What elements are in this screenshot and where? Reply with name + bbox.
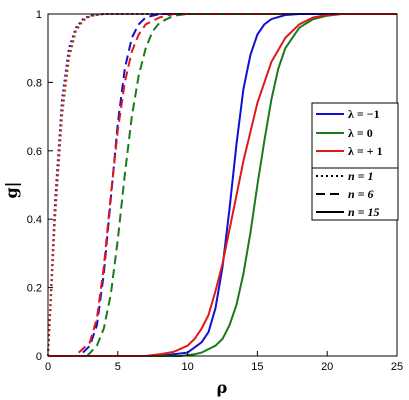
legend-box: [311, 102, 399, 221]
x-axis-title: ρ: [217, 378, 228, 397]
y-tick-label-5: 1: [36, 9, 42, 21]
legend-label-4: n = 6: [348, 187, 374, 201]
y-tick-label-4: 0.8: [27, 77, 42, 89]
legend-label-1: λ = 0: [348, 126, 373, 140]
y-tick-label-0: 0: [36, 351, 42, 363]
x-tick-label-1: 5: [115, 361, 121, 373]
series-line-7: [48, 13, 397, 357]
series-line-4: [86, 13, 397, 357]
series-line-5: [78, 13, 397, 354]
y-tick-label-2: 0.4: [27, 214, 42, 226]
y-tick-label-1: 0.2: [27, 283, 42, 295]
legend-label-0: λ = −1: [348, 107, 380, 121]
series-line-8: [48, 13, 397, 357]
legend: λ = −1 λ = 0 λ = + 1 n = 1 n = 6 n = 15: [311, 102, 399, 221]
y-axis-title: g|: [2, 181, 21, 198]
x-tick-label-2: 10: [181, 361, 193, 373]
legend-label-3: n = 1: [348, 169, 374, 183]
y-tick-label-3: 0.6: [27, 146, 42, 158]
ticks-layer: 0 5 10 15 20 25 0 0.2 0.4 0.6 0.8 1: [27, 9, 403, 373]
x-tick-label-4: 20: [321, 361, 333, 373]
x-tick-label-3: 15: [251, 361, 263, 373]
legend-items: λ = −1 λ = 0 λ = + 1 n = 1 n = 6 n = 15: [316, 107, 383, 219]
series-line-0: [47, 13, 397, 357]
legend-label-2: λ = + 1: [348, 144, 383, 158]
x-tick-label-5: 25: [391, 361, 403, 373]
x-tick-label-0: 0: [45, 361, 51, 373]
legend-label-5: n = 15: [348, 205, 380, 219]
